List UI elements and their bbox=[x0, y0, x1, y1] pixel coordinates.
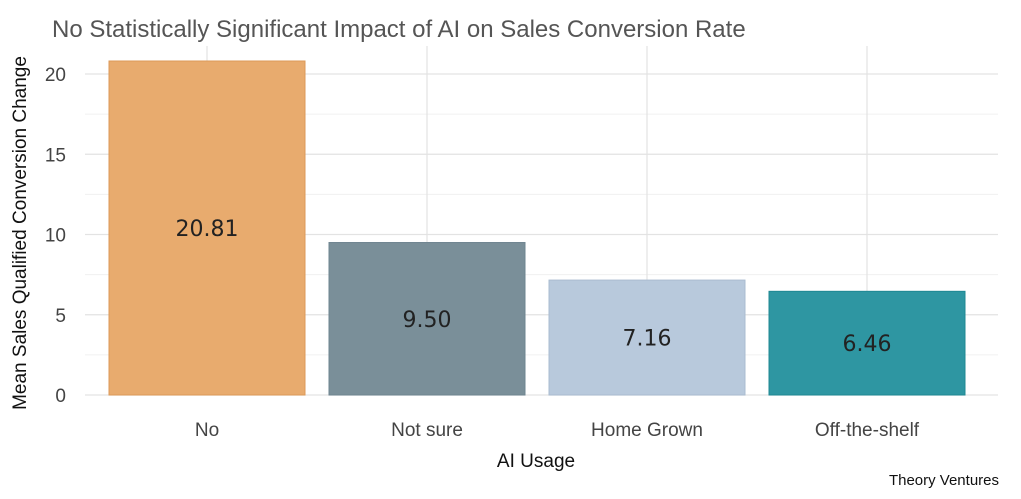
y-tick-label: 20 bbox=[45, 65, 66, 86]
bar-value-label: 6.46 bbox=[843, 332, 892, 357]
y-tick-label: 5 bbox=[55, 306, 66, 327]
bar-not-sure bbox=[328, 242, 526, 396]
bar-off-the-shelf bbox=[768, 290, 966, 396]
bar-no bbox=[108, 60, 306, 396]
x-tick-label: Off-the-shelf bbox=[815, 420, 920, 441]
bar-value-label: 9.50 bbox=[403, 308, 452, 333]
bar-value-label: 20.81 bbox=[176, 217, 239, 242]
bar-home-grown bbox=[548, 279, 746, 396]
data-labels: 20.81 9.50 7.16 6.46 bbox=[176, 217, 892, 357]
y-axis-title: Mean Sales Qualified Conversion Change bbox=[10, 56, 31, 410]
x-tick-label: Not sure bbox=[391, 420, 463, 441]
bars bbox=[108, 60, 966, 396]
y-axis-tick-labels: 0 5 10 15 20 bbox=[45, 65, 66, 407]
bar-value-label: 7.16 bbox=[623, 327, 672, 352]
chart-title: No Statistically Significant Impact of A… bbox=[52, 16, 746, 43]
source-caption: Theory Ventures bbox=[888, 472, 999, 489]
x-tick-label: Home Grown bbox=[591, 420, 703, 441]
x-axis-tick-labels: No Not sure Home Grown Off-the-shelf bbox=[195, 420, 920, 441]
x-tick-label: No bbox=[195, 420, 219, 441]
y-tick-label: 10 bbox=[45, 226, 66, 247]
y-tick-label: 0 bbox=[55, 386, 66, 407]
x-axis-title: AI Usage bbox=[497, 451, 575, 472]
y-tick-label: 15 bbox=[45, 145, 66, 166]
